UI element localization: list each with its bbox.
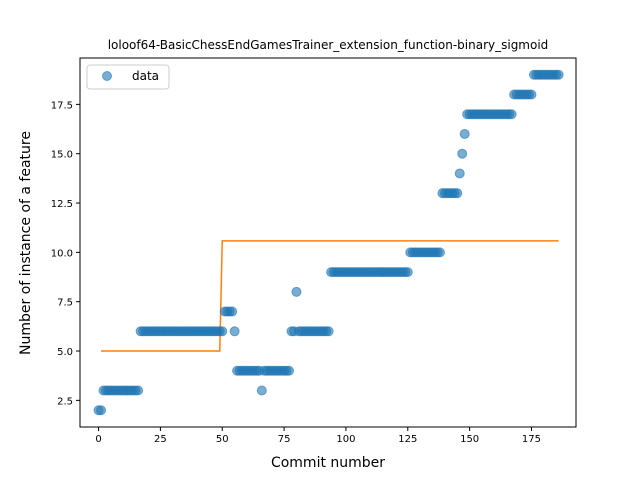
x-tick-label: 50 <box>216 434 229 445</box>
data-point <box>452 188 463 199</box>
chart-title: loloof64-BasicChessEndGamesTrainer_exten… <box>108 38 549 52</box>
y-axis: 2.5 5.0 7.5 10.0 12.5 15.0 17.5 <box>51 100 80 407</box>
y-tick-label: 7.5 <box>57 298 73 309</box>
fit-line <box>101 240 559 352</box>
y-tick-label: 2.5 <box>57 396 73 407</box>
data-point <box>291 286 302 297</box>
data-point <box>227 306 238 317</box>
x-tick-label: 0 <box>95 434 101 445</box>
data-point <box>553 69 564 80</box>
x-tick-label: 75 <box>278 434 291 445</box>
data-point <box>457 148 468 159</box>
plot-area <box>93 69 564 416</box>
data-point <box>256 385 267 396</box>
data-point <box>96 405 107 416</box>
data-point <box>434 247 445 258</box>
x-tick-label: 175 <box>522 434 541 445</box>
data-point <box>526 89 537 100</box>
x-tick-label: 100 <box>336 434 355 445</box>
data-point <box>323 326 334 337</box>
y-tick-label: 15.0 <box>51 150 73 161</box>
legend-label-data: data <box>132 69 159 83</box>
data-point <box>459 128 470 139</box>
x-axis: 0 25 50 75 100 125 150 175 <box>95 427 541 445</box>
data-point <box>506 109 517 120</box>
data-point <box>229 326 240 337</box>
y-tick-label: 5.0 <box>57 347 73 358</box>
data-point <box>402 267 413 278</box>
x-tick-label: 125 <box>398 434 417 445</box>
y-tick-label: 17.5 <box>51 100 73 111</box>
data-point <box>217 326 228 337</box>
legend-marker-data <box>102 71 112 81</box>
y-tick-label: 12.5 <box>51 199 73 210</box>
y-axis-label: Number of instance of a feature <box>18 131 34 355</box>
data-point <box>454 168 465 179</box>
data-point <box>284 365 295 376</box>
y-tick-label: 10.0 <box>51 248 73 259</box>
legend-box <box>86 64 170 90</box>
legend: data <box>86 64 170 90</box>
x-axis-label: Commit number <box>271 455 385 471</box>
x-tick-label: 25 <box>154 434 167 445</box>
x-tick-label: 150 <box>460 434 479 445</box>
plot-frame <box>79 57 577 428</box>
data-point <box>133 385 144 396</box>
